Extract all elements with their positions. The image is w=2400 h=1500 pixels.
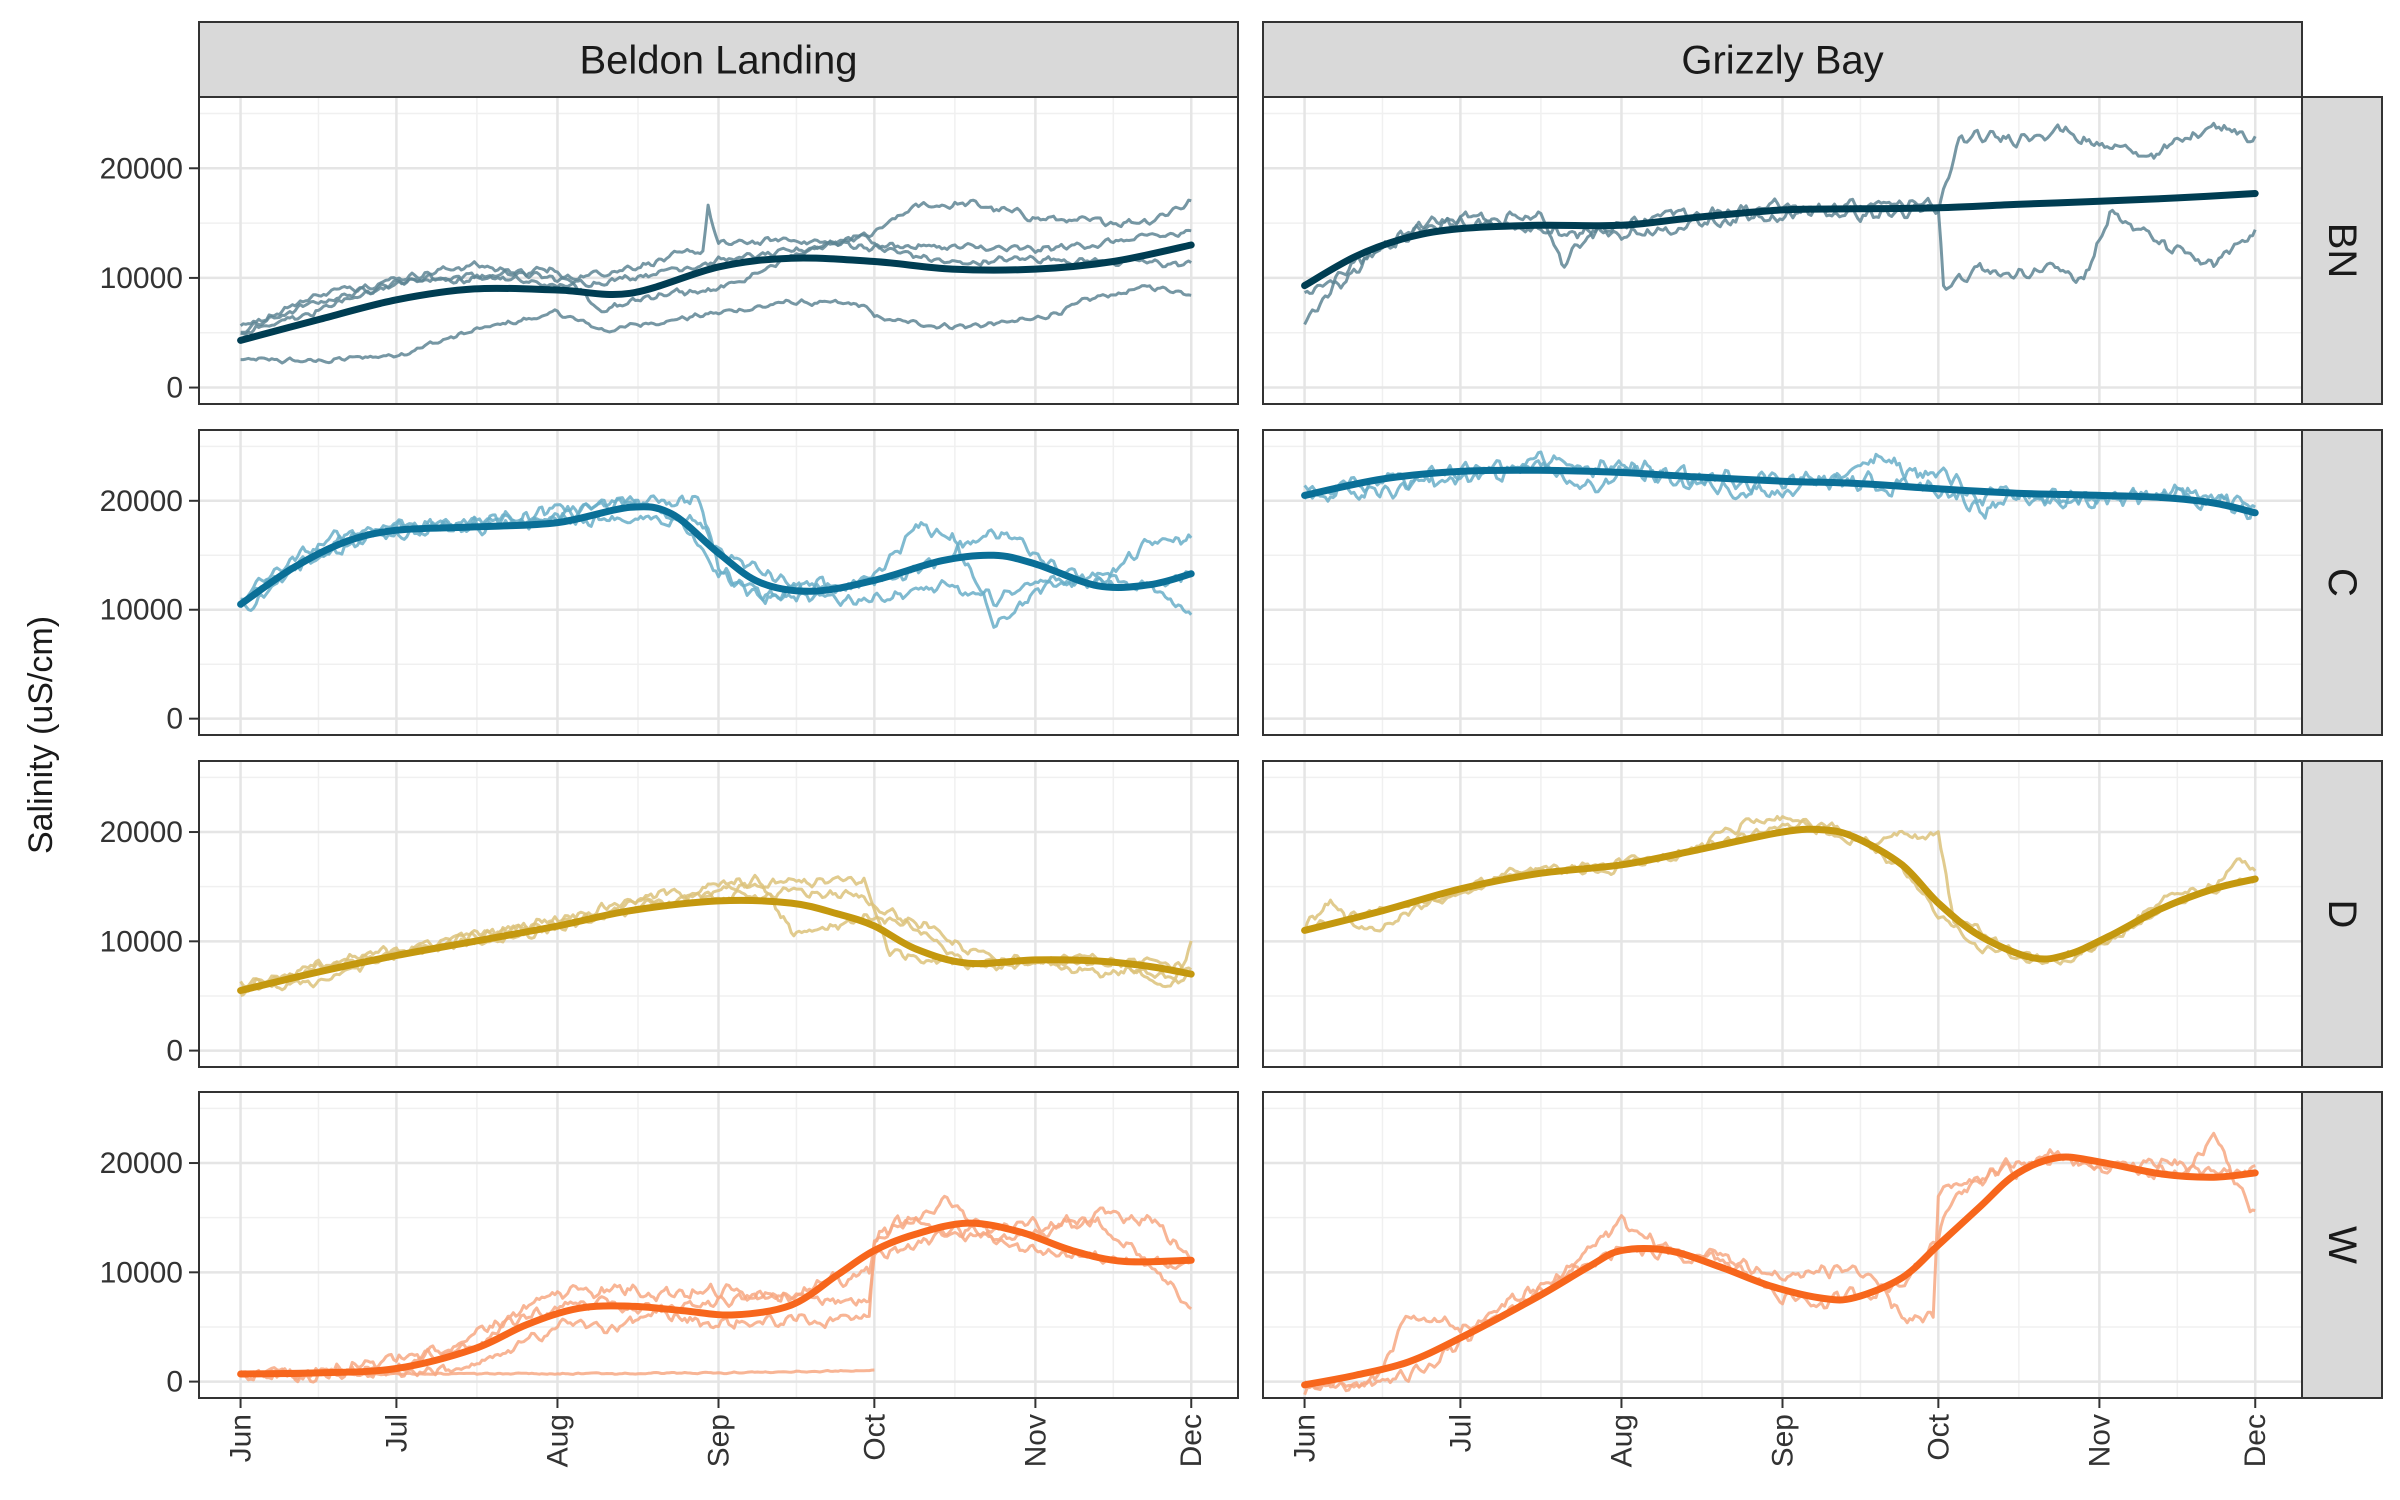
x-tick-label: Sep xyxy=(703,1414,736,1467)
x-tick-label: Jun xyxy=(225,1414,258,1462)
smooth-trend-line xyxy=(237,896,1195,994)
panel-data xyxy=(1301,450,2259,521)
panel-border xyxy=(198,429,1239,736)
panel-data xyxy=(1301,1131,2259,1396)
y-tick-label: 20000 xyxy=(100,152,183,185)
row-strip-D xyxy=(2301,760,2383,1068)
panel-0-C: 0 10000 20000 xyxy=(100,429,1239,736)
row-strip-BN xyxy=(2301,96,2383,405)
panel-1-BN xyxy=(1262,96,2303,405)
row-strip-C xyxy=(2301,429,2383,736)
smooth-trend-line xyxy=(237,1219,1195,1378)
panel-1-D xyxy=(1262,760,2303,1068)
panel-border xyxy=(198,760,1239,1068)
panel-1-W: Jun Jul Aug Sep Oct Nov Dec xyxy=(1262,1091,2303,1467)
panel-data xyxy=(237,494,1195,629)
row-strip-label: D xyxy=(2320,900,2364,929)
panel-data xyxy=(237,1194,1195,1384)
smooth-trend-line xyxy=(237,503,1195,608)
facet-strip-label: Grizzly Bay xyxy=(1681,39,1883,83)
raw-series-line xyxy=(240,284,1192,365)
panel-0-D: 0 10000 20000 xyxy=(100,760,1239,1068)
panel-border xyxy=(1262,96,2303,405)
panel-0-BN: 0 10000 20000 xyxy=(100,96,1239,405)
row-strip-label: W xyxy=(2320,1226,2364,1264)
x-tick-label: Oct xyxy=(858,1413,891,1460)
panel-data xyxy=(1301,121,2259,326)
smooth-trend-line xyxy=(1301,190,2259,290)
panel-data xyxy=(237,873,1195,998)
x-tick-label: Nov xyxy=(1019,1414,1052,1467)
panel-border xyxy=(1262,429,2303,736)
y-tick-label: 10000 xyxy=(100,925,183,958)
smooth-trend-line xyxy=(1301,1153,2259,1389)
y-tick-label: 20000 xyxy=(100,1147,183,1180)
raw-series-line xyxy=(239,203,1192,327)
panel-border xyxy=(198,96,1239,405)
smooth-trend-line xyxy=(1301,466,2259,517)
x-tick-label: Jun xyxy=(1289,1414,1322,1462)
y-axis-title: Salinity (uS/cm) xyxy=(22,616,60,854)
y-tick-label: 10000 xyxy=(100,1256,183,1289)
x-tick-label: Sep xyxy=(1767,1414,1800,1467)
raw-series-line xyxy=(240,228,1192,334)
smooth-trend-line xyxy=(1301,825,2259,963)
x-tick-label: Dec xyxy=(2239,1414,2272,1467)
smooth-trend-line xyxy=(237,241,1195,344)
raw-series-line xyxy=(240,1215,1193,1382)
raw-series-line xyxy=(239,512,1193,629)
panel-1-C xyxy=(1262,429,2303,736)
x-tick-label: Jul xyxy=(1444,1414,1477,1452)
row-strip-label: C xyxy=(2320,568,2364,597)
x-tick-label: Jul xyxy=(380,1414,413,1452)
x-tick-label: Aug xyxy=(1605,1414,1638,1467)
y-tick-label: 0 xyxy=(166,703,183,736)
raw-series-line xyxy=(240,495,1193,608)
y-tick-label: 20000 xyxy=(100,485,183,518)
facet-strip-1 xyxy=(1262,21,2303,98)
panel-data xyxy=(1301,815,2259,966)
facet-strip-0 xyxy=(198,21,1239,98)
row-strip-label: BN xyxy=(2320,223,2364,279)
y-tick-label: 0 xyxy=(166,372,183,405)
panel-data xyxy=(237,198,1195,365)
y-tick-label: 10000 xyxy=(100,262,183,295)
y-tick-label: 0 xyxy=(166,1366,183,1399)
panels-layer: Beldon Landing Grizzly Bay BN C D W 0 10000 2000… xyxy=(100,21,2383,1467)
x-tick-label: Dec xyxy=(1175,1414,1208,1467)
panel-border xyxy=(1262,760,2303,1068)
panel-0-W: 0 10000 20000 Jun Jul Aug Sep Oct Nov Dec xyxy=(100,1091,1239,1467)
raw-series-line xyxy=(1303,196,2257,295)
y-tick-label: 10000 xyxy=(100,594,183,627)
x-tick-label: Oct xyxy=(1922,1413,1955,1460)
x-tick-label: Nov xyxy=(2083,1414,2116,1467)
x-tick-label: Aug xyxy=(541,1414,574,1467)
facet-strip-label: Beldon Landing xyxy=(579,39,857,83)
y-tick-label: 20000 xyxy=(100,816,183,849)
raw-series-line xyxy=(1303,452,2256,511)
y-tick-label: 0 xyxy=(166,1035,183,1068)
